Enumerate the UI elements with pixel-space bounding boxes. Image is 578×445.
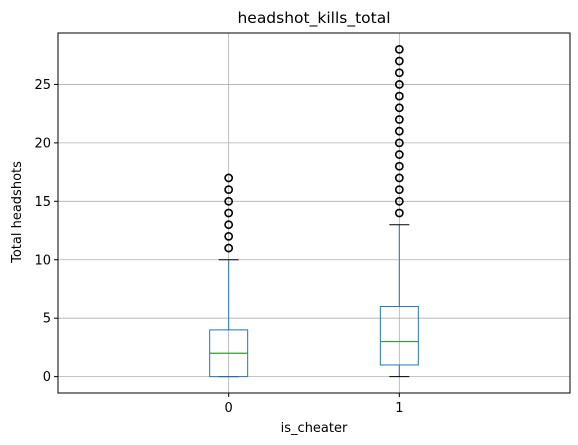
outlier-point bbox=[394, 44, 404, 54]
x-axis-title: is_cheater bbox=[281, 421, 348, 436]
outlier-point bbox=[224, 231, 234, 241]
outlier-point bbox=[224, 208, 234, 218]
outlier-point bbox=[224, 173, 234, 183]
box-group-0 bbox=[209, 173, 249, 378]
outlier-point bbox=[394, 138, 404, 148]
x-tick-label: 0 bbox=[225, 401, 233, 416]
tick-layer: 0 5 10 15 20 25 0 1 bbox=[34, 78, 403, 416]
outlier-point bbox=[394, 173, 404, 183]
outlier-point bbox=[394, 126, 404, 136]
y-tick-label: 0 bbox=[43, 370, 51, 385]
grid-layer bbox=[58, 33, 570, 393]
outlier-point bbox=[224, 220, 234, 230]
outlier-point bbox=[394, 196, 404, 206]
y-axis-title: Total headshots bbox=[10, 161, 25, 264]
outlier-point bbox=[394, 150, 404, 159]
outlier-point bbox=[394, 208, 404, 218]
y-tick-label: 25 bbox=[34, 78, 51, 93]
plot-frame bbox=[57, 32, 571, 394]
outlier-point bbox=[394, 161, 404, 171]
box-layer bbox=[209, 44, 419, 378]
outlier-point bbox=[394, 56, 404, 66]
box-group-1 bbox=[379, 44, 419, 378]
outlier-point bbox=[394, 91, 404, 101]
outlier-point bbox=[394, 80, 404, 89]
y-tick-label: 10 bbox=[34, 253, 51, 268]
y-tick-label: 15 bbox=[34, 195, 51, 210]
y-tick-label: 5 bbox=[43, 312, 51, 327]
y-tick-label: 20 bbox=[34, 136, 51, 151]
outlier-point bbox=[394, 115, 404, 124]
outlier-point bbox=[224, 196, 234, 206]
outlier-point bbox=[394, 103, 404, 113]
outlier-point bbox=[394, 68, 404, 78]
outlier-point bbox=[224, 243, 234, 253]
outlier-point bbox=[394, 185, 404, 195]
outlier-point bbox=[224, 185, 234, 195]
x-tick-label: 1 bbox=[395, 401, 403, 416]
iqr-box bbox=[379, 306, 419, 366]
chart-title: headshot_kills_total bbox=[237, 9, 390, 28]
